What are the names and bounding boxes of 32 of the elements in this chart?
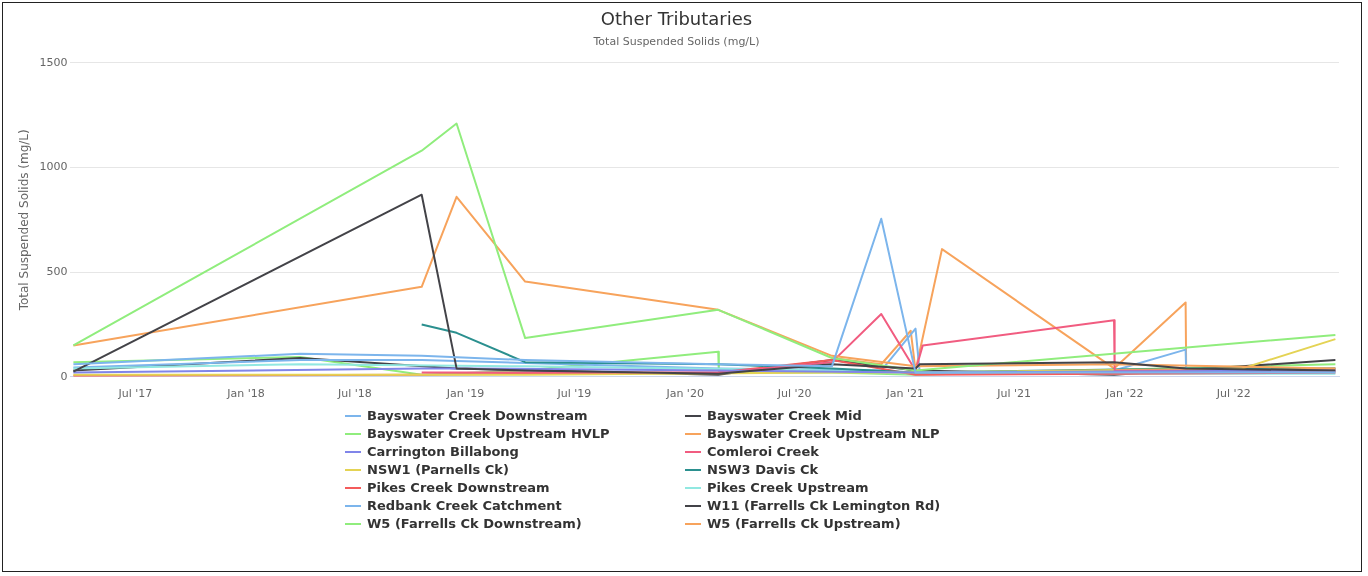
x-tick-label: Jan '20: [665, 387, 704, 401]
legend-label: W5 (Farrells Ck Downstream): [367, 516, 582, 531]
x-tick-label: Jul '18: [337, 387, 372, 401]
legend-label: NSW1 (Parnells Ck): [367, 462, 509, 477]
legend-label: W5 (Farrells Ck Upstream): [707, 516, 901, 531]
y-tick-label: 1500: [39, 55, 68, 69]
legend-label: Comleroi Creek: [707, 444, 819, 459]
y-tick-label: 0: [60, 369, 68, 383]
x-tick-label: Jul '20: [776, 387, 812, 401]
y-tick-label: 1000: [39, 160, 68, 174]
legend-label: Redbank Creek Catchment: [367, 498, 562, 513]
x-tick-label: Jul '21: [996, 387, 1032, 401]
legend-label: W11 (Farrells Ck Lemington Rd): [707, 498, 941, 513]
legend-label: Bayswater Creek Upstream NLP: [707, 426, 940, 441]
legend-label: Carrington Billabong: [367, 444, 519, 459]
x-tick-label: Jan '21: [885, 387, 925, 401]
legend-label: Bayswater Creek Downstream: [367, 408, 588, 423]
legend-label: Pikes Creek Upstream: [707, 480, 869, 495]
legend-label: NSW3 Davis Ck: [707, 462, 819, 477]
y-tick-label: 500: [46, 264, 68, 278]
chart-title: Other Tributaries: [600, 8, 753, 30]
x-tick-label: Jul '22: [1215, 387, 1251, 401]
x-tick-label: Jan '18: [226, 387, 265, 401]
y-axis-title: Total Suspended Solids (mg/L): [17, 129, 32, 312]
x-tick-label: Jan '19: [445, 387, 485, 401]
x-tick-label: Jan '22: [1105, 387, 1144, 401]
legend-label: Bayswater Creek Upstream HVLP: [367, 426, 610, 441]
x-tick-label: Jul '17: [117, 387, 153, 401]
chart-subtitle: Total Suspended Solids (mg/L): [592, 35, 760, 49]
x-tick-label: Jul '19: [556, 387, 592, 401]
legend-label: Pikes Creek Downstream: [367, 480, 550, 495]
legend-label: Bayswater Creek Mid: [707, 408, 862, 423]
